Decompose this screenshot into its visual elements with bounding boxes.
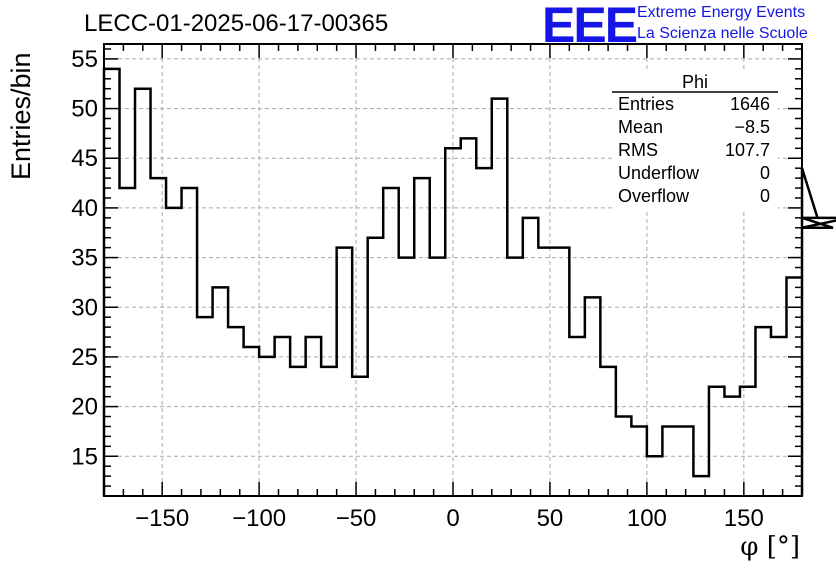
stats-background	[612, 70, 778, 210]
y-tick-label: 35	[71, 245, 98, 272]
stats-value: 0	[760, 163, 770, 183]
stats-label: Overflow	[618, 186, 690, 206]
stats-value: −8.5	[734, 117, 770, 137]
stats-value: 0	[760, 186, 770, 206]
stats-label: Underflow	[618, 163, 700, 183]
stats-title: Phi	[682, 72, 708, 92]
y-tick-label: 45	[71, 145, 98, 172]
logo-line-2: La Scienza nelle Scuole	[637, 25, 808, 42]
stats-label: Entries	[618, 94, 674, 114]
stats-value: 1646	[730, 94, 770, 114]
x-tick-label: −150	[135, 505, 189, 532]
y-tick-label: 15	[71, 443, 98, 470]
y-tick-label: 30	[71, 294, 98, 321]
stats-label: Mean	[618, 117, 663, 137]
y-tick-label: 20	[71, 394, 98, 421]
chart-title: LECC-01-2025-06-17-00365	[84, 10, 389, 37]
x-tick-label: 100	[627, 505, 667, 532]
x-axis-label: φ [°]	[740, 532, 800, 562]
axis-ticks: −150 −100 −50 0 50 100 150 15 20 25 30 35 40 45 50 55	[71, 44, 803, 532]
y-tick-label: 25	[71, 344, 98, 371]
stats-label: RMS	[618, 140, 658, 160]
x-tick-label: 0	[446, 505, 459, 532]
stats-box: Phi Entries 1646 Mean −8.5 RMS 107.7 Underflow 0…	[612, 70, 778, 210]
y-tick-label: 55	[71, 46, 98, 73]
y-tick-label: 40	[71, 195, 98, 222]
stats-value: 107.7	[725, 140, 770, 160]
eee-logo: EEE	[542, 0, 638, 53]
x-tick-label: −50	[336, 505, 377, 532]
y-axis-label: Entries/bin	[6, 52, 36, 180]
logo-line-1: Extreme Energy Events	[637, 4, 806, 21]
x-tick-label: 150	[724, 505, 764, 532]
x-tick-label: −100	[232, 505, 286, 532]
x-tick-label: 50	[537, 505, 564, 532]
histogram-line	[102, 67, 836, 496]
y-tick-label: 50	[71, 96, 98, 123]
